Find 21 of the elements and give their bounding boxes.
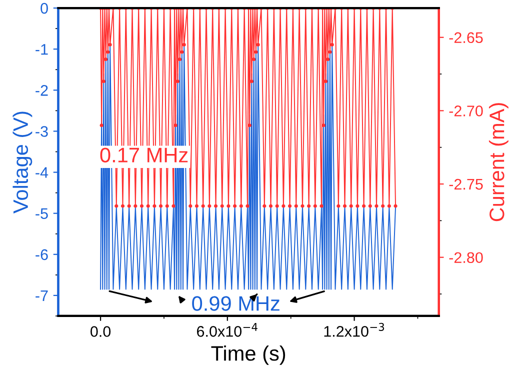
annotation: 0.17 MHz	[100, 148, 188, 162]
y-axis-title: Voltage (V)	[12, 112, 32, 214]
y2-tick-label: -2.65	[449, 32, 483, 44]
y-tick-label: 0	[40, 2, 48, 14]
y2-tick-label: -2.75	[449, 178, 483, 190]
y-tick-label: -7	[36, 290, 48, 301]
x-tick-label: 6.0x10$^{−4}$	[197, 323, 258, 337]
y-tick-label: -6	[36, 249, 48, 260]
y-tick-label: -4	[36, 167, 48, 178]
x-axis-title: Time (s)	[211, 345, 286, 365]
y2-tick-label: -2.80	[449, 252, 483, 264]
line-series	[100, 44, 396, 290]
y-tick-label: -2	[36, 85, 48, 96]
annotation: 0.99 MHz	[192, 296, 280, 311]
x-tick-label: 0.0	[90, 326, 111, 337]
y2-axis-title: Current (mA)	[488, 103, 508, 222]
y-tick-label: -3	[36, 126, 48, 137]
x-tick-label: 1.2x10$^{−3}$	[324, 322, 384, 337]
y-tick-label: -1	[36, 44, 48, 55]
y2-tick-label: -2.70	[449, 106, 483, 116]
y-tick-label: -5	[36, 208, 48, 220]
